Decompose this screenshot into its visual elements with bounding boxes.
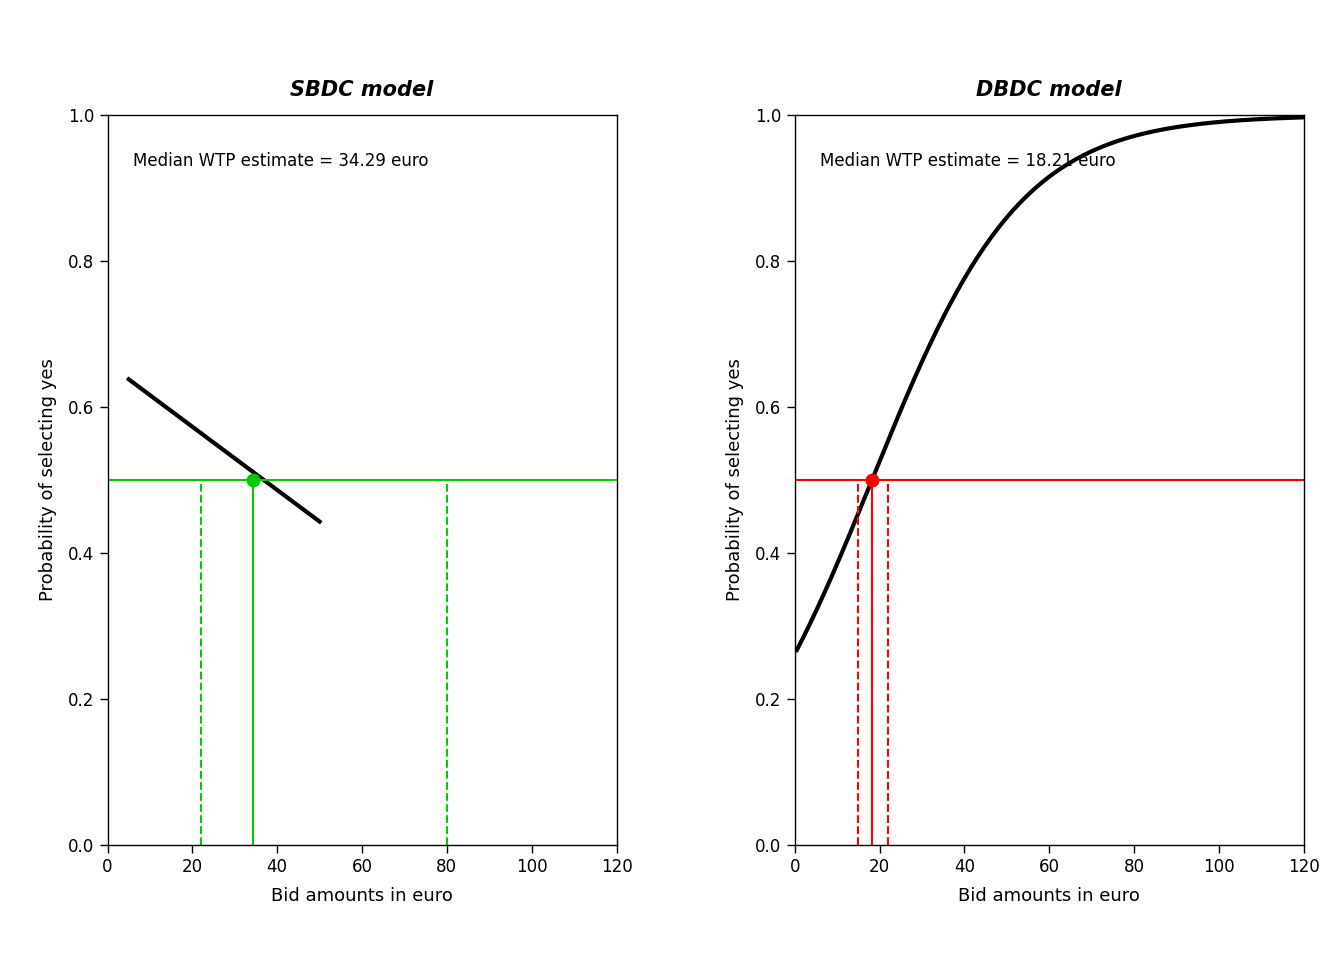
Title: DBDC model: DBDC model [976,80,1122,100]
Y-axis label: Probability of selecting yes: Probability of selecting yes [726,359,745,601]
Text: Median WTP estimate = 34.29 euro: Median WTP estimate = 34.29 euro [133,152,429,170]
Y-axis label: Probability of selecting yes: Probability of selecting yes [39,359,56,601]
X-axis label: Bid amounts in euro: Bid amounts in euro [271,887,453,905]
Title: SBDC model: SBDC model [290,80,434,100]
Text: Median WTP estimate = 18.21 euro: Median WTP estimate = 18.21 euro [820,152,1116,170]
X-axis label: Bid amounts in euro: Bid amounts in euro [958,887,1140,905]
